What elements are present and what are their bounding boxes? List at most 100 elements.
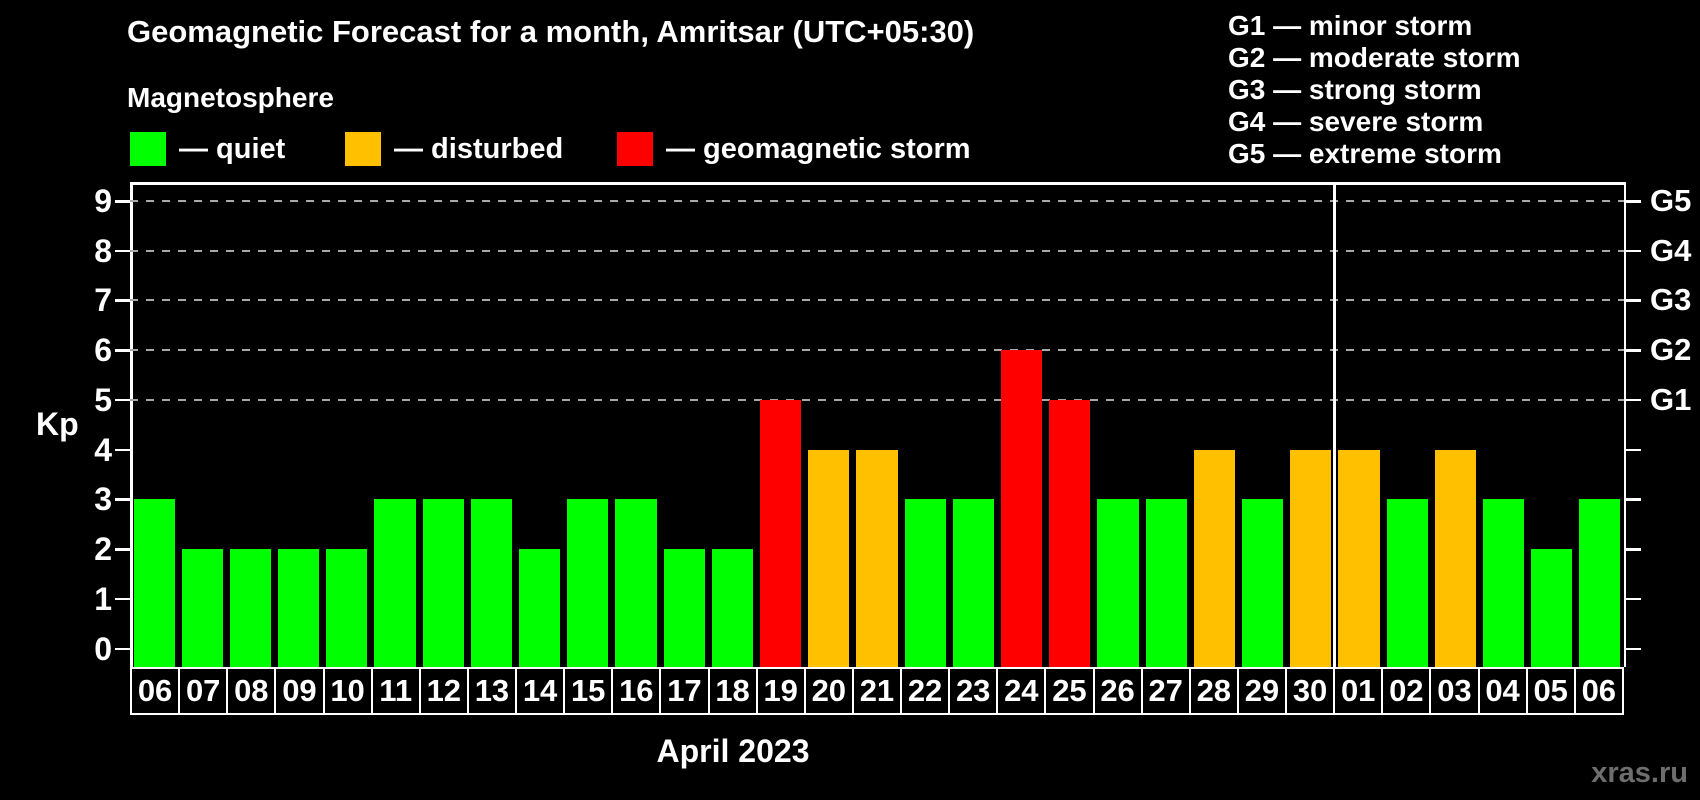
y-tick-right-7 bbox=[1626, 299, 1641, 302]
date-cell-23: 23 bbox=[950, 669, 999, 713]
gridline-kp8 bbox=[130, 249, 1624, 252]
g-scale-label-G4: G4 bbox=[1650, 232, 1692, 268]
kp-bar-29 bbox=[1241, 499, 1284, 667]
date-cell-08: 08 bbox=[228, 669, 277, 713]
y-tick-label-3: 3 bbox=[94, 481, 112, 518]
kp-bar-10 bbox=[326, 549, 368, 667]
date-cell-15: 15 bbox=[565, 669, 614, 713]
gridline-kp9 bbox=[130, 200, 1624, 203]
g-scale-label-G3: G3 bbox=[1650, 282, 1692, 318]
kp-bar-24 bbox=[1000, 350, 1043, 667]
date-cell-06: 06 bbox=[1581, 673, 1617, 708]
kp-bar-13 bbox=[470, 499, 513, 667]
y-tick-left-8 bbox=[115, 249, 130, 253]
date-cell-11: 11 bbox=[373, 669, 421, 713]
kp-bar-02 bbox=[1386, 499, 1428, 667]
date-cell-29: 29 bbox=[1239, 669, 1287, 713]
date-cell-16: 16 bbox=[613, 669, 662, 713]
kp-bar-04 bbox=[1482, 499, 1525, 667]
date-cell-20: 20 bbox=[806, 669, 854, 713]
legend-label: — geomagnetic storm bbox=[666, 132, 971, 165]
y-tick-right-2 bbox=[1626, 548, 1641, 551]
storm-scale-legend: G1 — minor storm G2 — moderate storm G3 … bbox=[1228, 10, 1521, 170]
kp-bar-18 bbox=[711, 549, 753, 667]
date-cell-19: 19 bbox=[758, 669, 806, 713]
kp-bar-12 bbox=[422, 499, 464, 667]
storm-scale-g5: G5 — extreme storm bbox=[1228, 138, 1502, 169]
date-cell-01: 01 bbox=[1335, 669, 1384, 713]
kp-bar-17 bbox=[663, 549, 705, 667]
g-scale-label-G5: G5 bbox=[1650, 183, 1692, 219]
kp-bar-27 bbox=[1145, 499, 1187, 667]
y-tick-left-9 bbox=[115, 200, 130, 203]
x-axis-date-row: 06 07 08 09 10 11 12 13 14 15 16 17 18 19 20 21 22 23 24 25… bbox=[130, 667, 1624, 715]
kp-bar-22 bbox=[904, 499, 946, 667]
date-cell-10: 10 bbox=[325, 669, 373, 713]
y-tick-right-0 bbox=[1626, 647, 1641, 650]
date-cell-22: 22 bbox=[902, 669, 951, 713]
y-tick-label-1: 1 bbox=[94, 580, 112, 617]
plot-top-border bbox=[130, 182, 1626, 185]
date-cell-02: 02 bbox=[1383, 669, 1432, 713]
chart-title: Geomagnetic Forecast for a month, Amrits… bbox=[127, 14, 975, 49]
date-cell-21: 21 bbox=[854, 669, 902, 713]
y-tick-left-1 bbox=[115, 597, 130, 601]
date-cell-28: 28 bbox=[1191, 669, 1239, 713]
y-tick-right-1 bbox=[1626, 597, 1641, 601]
chart-subtitle: Magnetosphere bbox=[127, 82, 334, 113]
legend-item-storm: — geomagnetic storm bbox=[617, 131, 971, 167]
storm-scale-g3: G3 — strong storm bbox=[1228, 74, 1482, 105]
legend-item-quiet: — quiet bbox=[130, 131, 285, 167]
date-cell-07: 07 bbox=[180, 669, 229, 713]
plot-left-axis-line bbox=[130, 182, 133, 667]
quiet-color-swatch bbox=[130, 132, 166, 166]
date-cell-24: 24 bbox=[998, 669, 1047, 713]
kp-bar-28 bbox=[1193, 449, 1235, 667]
y-tick-left-2 bbox=[115, 548, 130, 551]
date-cell-03: 03 bbox=[1431, 669, 1480, 713]
kp-bar-16 bbox=[615, 499, 657, 667]
y-tick-left-4 bbox=[115, 448, 130, 452]
kp-bar-15 bbox=[567, 499, 609, 667]
date-cell-26: 26 bbox=[1095, 669, 1143, 713]
date-cell-13: 13 bbox=[469, 669, 517, 713]
kp-bar-26 bbox=[1097, 499, 1139, 667]
y-tick-right-8 bbox=[1626, 249, 1641, 253]
y-tick-label-0: 0 bbox=[94, 630, 112, 667]
kp-bar-23 bbox=[952, 499, 994, 667]
plot-right-axis-line bbox=[1623, 182, 1626, 667]
y-tick-label-2: 2 bbox=[94, 531, 112, 568]
y-tick-right-9 bbox=[1626, 200, 1641, 203]
x-axis-title: April 2023 bbox=[656, 733, 810, 769]
kp-bar-08 bbox=[229, 549, 272, 667]
date-cell-05: 05 bbox=[1528, 669, 1576, 713]
date-cell-06: 06 bbox=[132, 669, 181, 713]
kp-bar-05 bbox=[1531, 549, 1573, 667]
gridline-kp5 bbox=[130, 398, 1624, 401]
kp-bar-14 bbox=[519, 549, 561, 667]
gridline-kp7 bbox=[130, 299, 1624, 302]
y-tick-left-6 bbox=[115, 349, 130, 352]
g-scale-label-G2: G2 bbox=[1650, 332, 1692, 368]
y-tick-left-7 bbox=[115, 299, 130, 302]
legend-label: — disturbed bbox=[394, 132, 564, 165]
y-tick-right-6 bbox=[1626, 349, 1641, 352]
kp-bar-06 bbox=[1579, 499, 1621, 667]
y-tick-label-6: 6 bbox=[94, 332, 112, 369]
kp-bar-21 bbox=[856, 449, 898, 667]
kp-bar-11 bbox=[374, 499, 416, 667]
y-tick-label-7: 7 bbox=[94, 282, 112, 319]
plot-area bbox=[130, 182, 1624, 667]
y-tick-right-5 bbox=[1626, 398, 1641, 402]
y-tick-left-0 bbox=[115, 647, 130, 650]
kp-bar-25 bbox=[1049, 399, 1091, 667]
y-tick-label-4: 4 bbox=[94, 431, 112, 468]
y-tick-left-5 bbox=[115, 398, 130, 402]
date-cell-30: 30 bbox=[1287, 669, 1336, 713]
y-tick-label-9: 9 bbox=[94, 183, 112, 220]
kp-bar-01 bbox=[1338, 449, 1380, 667]
date-cell-12: 12 bbox=[421, 669, 469, 713]
date-cell-27: 27 bbox=[1143, 669, 1191, 713]
storm-scale-g2: G2 — moderate storm bbox=[1228, 42, 1521, 73]
